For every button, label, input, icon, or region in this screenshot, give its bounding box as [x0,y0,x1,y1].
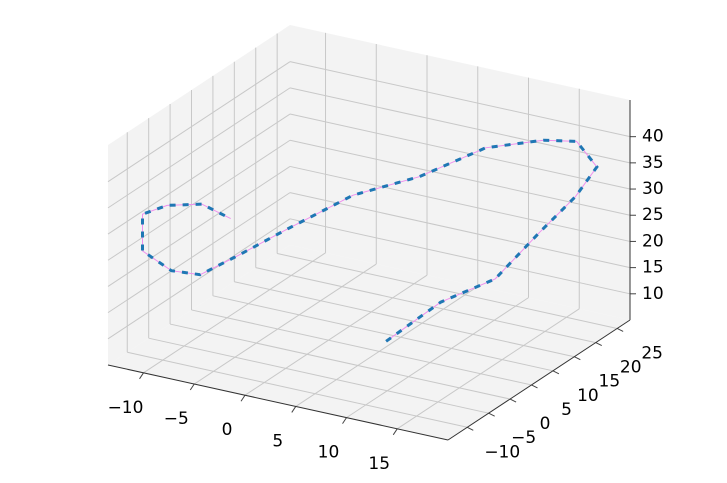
grid-line [107,139,291,261]
grid-line [148,337,489,414]
grid-line [289,113,631,190]
grid-line [127,351,468,428]
grid-line [234,281,575,358]
grid-line [289,218,631,295]
tick-label: 5 [561,400,572,420]
grid-line [107,87,291,209]
grid-line [346,297,529,419]
floor-pane [108,245,630,440]
tick-label: 15 [642,258,664,278]
tick-mark [139,372,144,380]
tick-mark [552,370,560,375]
grid-line [295,286,479,407]
tick-label: 10 [577,386,599,406]
tick-label: 10 [642,284,664,304]
tick-label: 0 [222,420,233,440]
tick-label: 40 [642,127,664,147]
tick-label: 25 [642,205,664,225]
grid-line [255,267,596,344]
tick-mark [574,356,581,361]
tick-mark [342,417,347,424]
grid-line [107,192,291,314]
grid-line [289,192,631,269]
tick-label: −10 [108,398,144,418]
grid-line [191,309,532,386]
grid-line [289,165,631,242]
tick-mark [509,398,517,403]
grid-line [396,308,580,430]
axis-line [107,364,449,441]
tick-label: 20 [620,358,642,378]
tick-mark [595,342,602,347]
tick-label: 25 [641,343,663,363]
tick-label: −5 [511,428,536,448]
tick-mark [467,426,474,431]
grid-line [169,323,511,400]
tick-label: 30 [642,179,664,199]
tick-mark [392,428,398,436]
tick-label: 5 [272,431,283,451]
back-pane [290,25,630,320]
grid-line [193,263,377,385]
grid-line [244,274,428,396]
tick-mark [488,412,495,417]
tick-label: 10 [318,443,340,463]
tick-mark [240,394,246,402]
grid-line [277,252,618,329]
grid-line [289,139,631,216]
tick-mark [531,384,538,389]
grid-line [212,295,554,372]
grid-line [289,87,631,164]
grid-line [107,218,291,340]
axis-line [447,319,631,441]
tick-label: −5 [164,409,189,429]
grid-line [289,61,631,138]
grid-line [143,252,326,374]
tick-mark [291,406,297,413]
tick-label: 0 [540,414,551,434]
trajectory-arrows [141,138,599,343]
left-pane [108,25,290,365]
tick-label: 15 [599,372,621,392]
tick-label: 20 [642,231,664,251]
tick-label: −10 [484,442,520,462]
tick-mark [189,383,195,391]
tick-mark [616,328,624,332]
tick-label: 35 [642,153,664,173]
grid-line [107,166,291,287]
tick-label: 15 [368,454,390,474]
grid-line [107,113,291,235]
grid-line [107,61,291,183]
